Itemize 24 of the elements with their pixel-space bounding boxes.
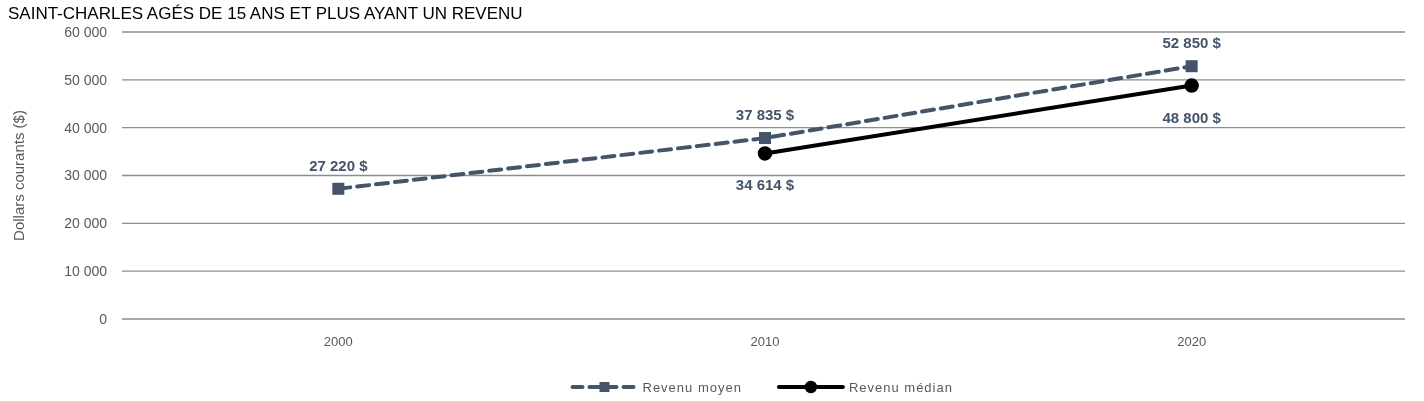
legend-label: Revenu médian [848,379,953,395]
y-axis-title: Dollars courants ($) [10,110,27,241]
point [1184,78,1199,93]
data-label: 52 850 $ [1162,34,1222,52]
legend-label: Revenu moyen [642,379,742,395]
chart-title: SAINT-CHARLES AGÉS DE 15 ANS ET PLUS AYANT UN REVENU [8,4,523,23]
data-label: 48 800 $ [1162,108,1222,126]
y-tick-label: 0 [99,310,108,327]
y-tick-label: 10 000 [64,263,108,280]
x-tick-label: 2010 [750,334,780,349]
y-tick-label: 40 000 [64,119,108,136]
x-tick-label: 2020 [1177,334,1207,349]
data-label: 34 614 $ [735,176,795,194]
y-tick-label: 30 000 [64,167,108,184]
y-tick-label: 50 000 [64,71,108,88]
x-tick-label: 2000 [323,334,353,349]
data-label: 37 835 $ [735,106,795,124]
point [1185,60,1198,73]
y-tick-label: 20 000 [64,215,108,232]
y-tick-label: 60 000 [64,23,108,40]
point [332,182,345,195]
point [759,132,771,145]
data-label: 27 220 $ [309,156,369,174]
point [757,146,773,161]
